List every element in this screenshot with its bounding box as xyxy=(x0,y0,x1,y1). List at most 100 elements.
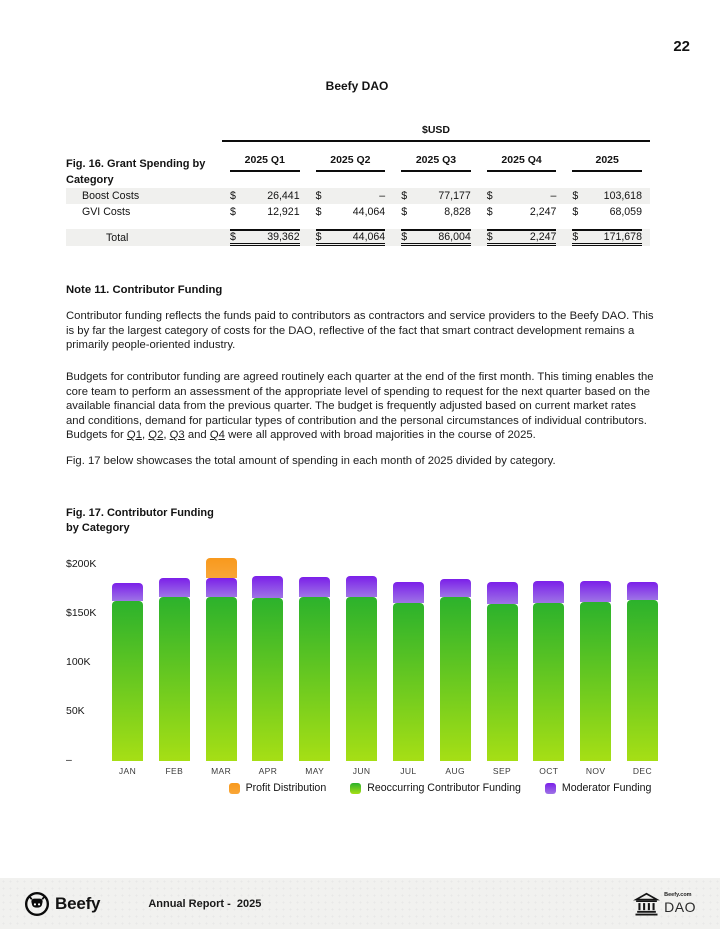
amount-value: 2,247 xyxy=(529,231,557,243)
amount-cell: $86,004 xyxy=(393,229,479,246)
bar-segment xyxy=(205,597,237,761)
bar-segment xyxy=(486,581,518,605)
amount-value: 44,064 xyxy=(352,206,386,218)
amount-cell: $26,441 xyxy=(222,188,308,204)
page-number: 22 xyxy=(673,38,690,55)
bar-stack xyxy=(112,582,143,761)
column-header: 2025 Q4 xyxy=(479,153,565,172)
amount-cell: $44,064 xyxy=(308,229,394,246)
column-header-label: 2025 xyxy=(572,153,642,172)
table-row: GVI Costs $12,921 $44,064 $8,828 $2,247 $68,0… xyxy=(66,204,650,220)
y-axis-tick: $200K xyxy=(66,557,97,570)
y-axis-tick: – xyxy=(66,753,72,766)
footer-dao-logo: Beefy.com DAO xyxy=(633,890,696,917)
note-heading: Note 11. Contributor Funding xyxy=(66,284,223,296)
amount-cell: $12,921 xyxy=(222,204,308,220)
bar-segment xyxy=(252,575,284,599)
bar-stack xyxy=(392,581,424,761)
amount-value: 86,004 xyxy=(438,231,471,243)
column-header-label: 2025 Q4 xyxy=(486,153,557,172)
month-label: AUG xyxy=(445,766,465,776)
chart-y-axis: $200K $150K 100K 50K – xyxy=(66,555,112,766)
bar-stack xyxy=(346,575,378,761)
quarter-link-q2[interactable]: Q2 xyxy=(148,429,164,442)
amount-cell: $77,177 xyxy=(393,188,479,204)
bar-segment xyxy=(205,577,237,598)
quarter-link-q1[interactable]: Q1 xyxy=(126,429,142,442)
amount-cell-inner: $2,247 xyxy=(487,204,557,220)
currency-symbol: $ xyxy=(230,206,236,218)
month-label: DEC xyxy=(632,766,653,776)
bar-segment xyxy=(626,581,658,601)
fig16-caption: Fig. 16. Grant Spending by Category xyxy=(66,156,226,188)
bar-segment xyxy=(533,580,565,604)
amount-cell: $2,247 xyxy=(479,204,565,220)
bar-stack xyxy=(299,576,331,761)
currency-symbol: $ xyxy=(315,206,322,218)
amount-cell-inner: $77,177 xyxy=(401,188,471,204)
legend-label: Reoccurring Contributor Funding xyxy=(367,782,521,794)
amount-value: 68,059 xyxy=(609,206,642,218)
page-title: Beefy DAO xyxy=(325,79,389,93)
month-label: MAY xyxy=(305,766,325,776)
fig16-caption-line2: Category xyxy=(66,174,114,186)
column-header: 2025 Q2 xyxy=(308,153,394,172)
bar-segment xyxy=(346,575,378,598)
y-axis-tick: 100K xyxy=(66,655,91,668)
bar-segment xyxy=(580,602,612,761)
amount-cell-inner: $ – xyxy=(316,188,386,204)
bar-segment xyxy=(112,582,143,602)
bar-column: JAN xyxy=(112,555,143,776)
table-total-row: Total $39,362 $44,064 $86,004 $2,247 $171,678 xyxy=(66,229,650,246)
y-axis-tick: $150K xyxy=(66,606,97,619)
fig17-caption-line2: by Category xyxy=(66,522,130,534)
amount-cell: $2,247 xyxy=(479,229,565,246)
bar-segment xyxy=(533,603,565,761)
amount-cell-inner: $86,004 xyxy=(401,229,471,246)
note-paragraph-3: Fig. 17 below showcases the total amount… xyxy=(66,455,556,467)
amount-cell: $39,362 xyxy=(222,229,308,246)
fig16-caption-line1: Fig. 16. Grant Spending by xyxy=(66,158,206,170)
legend-label: Profit Distribution xyxy=(245,782,327,794)
currency-symbol: $ xyxy=(401,190,408,202)
month-label: JUN xyxy=(352,766,371,776)
amount-value: 26,441 xyxy=(267,190,300,202)
amount-cell-inner: $8,828 xyxy=(401,204,471,220)
quarter-link-q3[interactable]: Q3 xyxy=(169,429,185,442)
bar-segment xyxy=(299,576,331,598)
bar-stack xyxy=(439,578,471,761)
bar-segment xyxy=(112,601,143,761)
amount-cell: $68,059 xyxy=(564,204,650,220)
quarter-link-q4[interactable]: Q4 xyxy=(209,429,225,442)
amount-cell-inner: $44,064 xyxy=(315,229,386,246)
footer-dao-small-label: Beefy.com xyxy=(664,892,692,899)
amount-value: – xyxy=(550,190,557,202)
legend-swatch xyxy=(228,782,240,794)
bank-icon xyxy=(633,890,661,917)
bar-segment xyxy=(626,600,658,761)
bar-stack xyxy=(486,581,518,761)
text-run: Budgets for contributor funding are agre… xyxy=(66,371,654,442)
legend-swatch xyxy=(544,782,556,794)
legend-label: Moderator Funding xyxy=(561,782,652,794)
currency-symbol: $ xyxy=(572,231,579,243)
amount-cell: $ – xyxy=(479,188,565,204)
bar-column: JUL xyxy=(392,555,424,776)
table-column-headers: 2025 Q1 2025 Q2 2025 Q3 2025 Q4 2025 xyxy=(222,153,650,172)
bar-stack xyxy=(205,558,237,761)
text-run: were all approved with broad majorities … xyxy=(224,429,536,442)
legend-item: Moderator Funding xyxy=(544,782,652,794)
bar-segment xyxy=(158,597,190,761)
amount-value: 8,828 xyxy=(444,206,471,218)
table-currency-header: $USD xyxy=(222,124,650,142)
amount-value: 103,618 xyxy=(603,190,642,202)
bar-column: FEB xyxy=(158,555,190,776)
row-label: Total xyxy=(106,231,129,244)
bar-column: MAY xyxy=(299,555,331,776)
currency-symbol: $ xyxy=(315,190,322,202)
row-label: Boost Costs xyxy=(82,190,140,202)
amount-value: – xyxy=(379,190,386,202)
column-header-label: 2025 Q1 xyxy=(230,153,300,172)
month-label: MAR xyxy=(211,766,232,776)
bar-column: JUN xyxy=(346,555,378,776)
